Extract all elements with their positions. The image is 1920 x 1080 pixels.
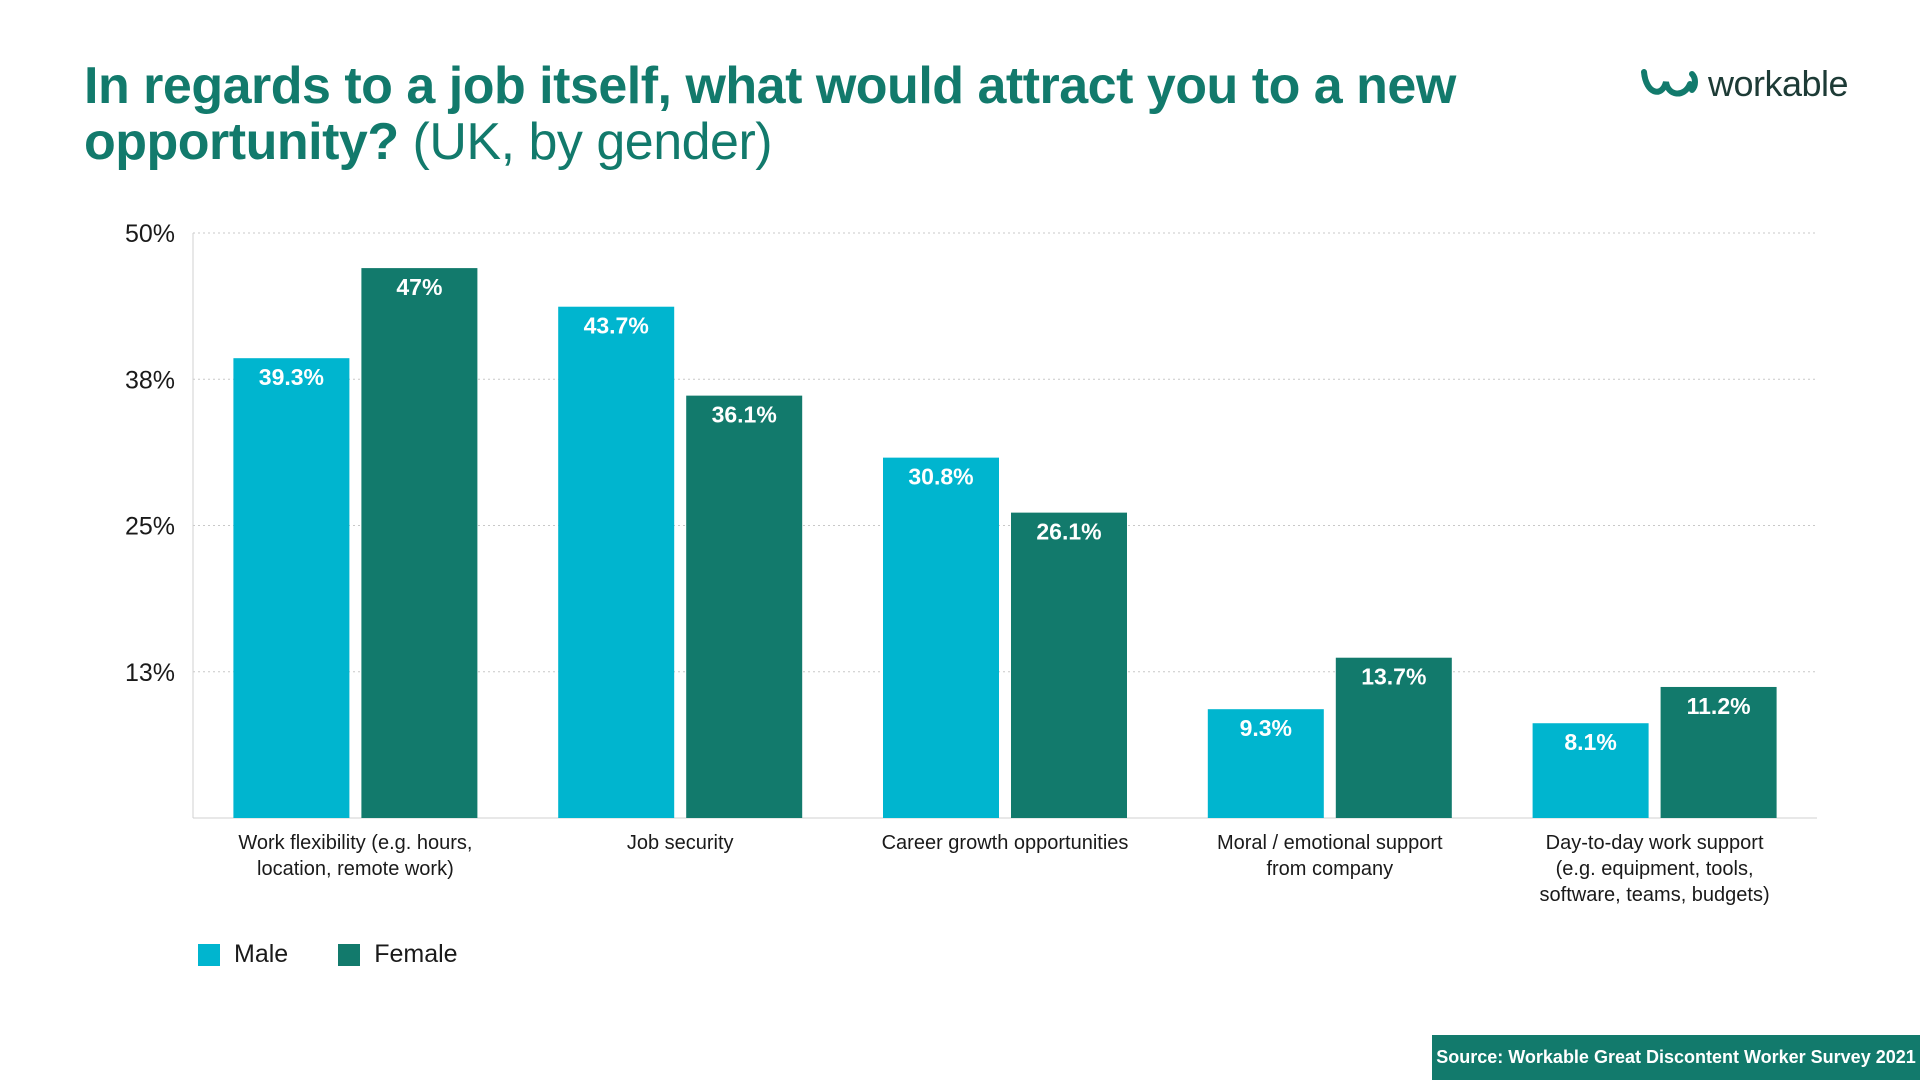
bar-male	[1532, 723, 1649, 818]
legend-item-male: Male	[198, 940, 288, 969]
legend: Male Female	[198, 940, 458, 969]
y-tick-label: 50%	[125, 220, 175, 248]
bar-value-label: 36.1%	[712, 402, 777, 428]
bar-male	[558, 306, 675, 818]
bar-value-label: 11.2%	[1687, 693, 1751, 719]
bar-female	[1660, 686, 1777, 818]
bar-female	[1335, 657, 1452, 818]
bar-female	[1011, 512, 1127, 818]
bar-value-label: 8.1%	[1564, 729, 1616, 755]
x-category-label: Day-to-day work support (e.g. equipment,…	[1539, 832, 1770, 906]
bar-male	[883, 457, 999, 818]
workable-logo-icon	[1641, 69, 1698, 97]
legend-label-male: Male	[234, 940, 289, 968]
bar-value-label: 26.1%	[1036, 519, 1101, 545]
chart-title-bold: In regards to a job itself, what would a…	[84, 57, 1456, 171]
bar-value-label: 13.7%	[1361, 664, 1426, 690]
workable-logo: workable	[1640, 62, 1860, 106]
workable-logo-text: workable	[1708, 63, 1849, 104]
bar-value-label: 47%	[396, 274, 442, 300]
x-category-label: Moral / emotional support from company	[1216, 832, 1443, 880]
bar-female	[686, 395, 803, 818]
x-category-label: Job security	[626, 832, 734, 854]
chart-title: In regards to a job itself, what would a…	[84, 58, 1504, 170]
legend-swatch-female	[338, 943, 361, 966]
bar-value-label: 43.7%	[584, 313, 649, 339]
x-category-label: Work flexibility (e.g. hours, location, …	[238, 832, 473, 880]
bar-value-label: 30.8%	[908, 464, 973, 490]
chart-title-subtitle: (UK, by gender)	[398, 113, 773, 171]
bar-value-label: 39.3%	[259, 364, 324, 390]
y-tick-label: 38%	[125, 366, 175, 394]
x-category-label: Career growth opportunities	[881, 832, 1129, 854]
bar-male	[1207, 709, 1324, 818]
bar-value-label: 9.3%	[1240, 715, 1292, 741]
legend-item-female: Female	[338, 940, 458, 969]
source-badge: Source: Workable Great Discontent Worker…	[1432, 1035, 1920, 1080]
y-tick-label: 25%	[125, 513, 175, 541]
legend-label-female: Female	[374, 940, 458, 968]
legend-swatch-male	[198, 943, 220, 966]
bar-male	[233, 358, 350, 818]
y-tick-label: 13%	[125, 659, 175, 687]
bar-female	[361, 268, 478, 819]
